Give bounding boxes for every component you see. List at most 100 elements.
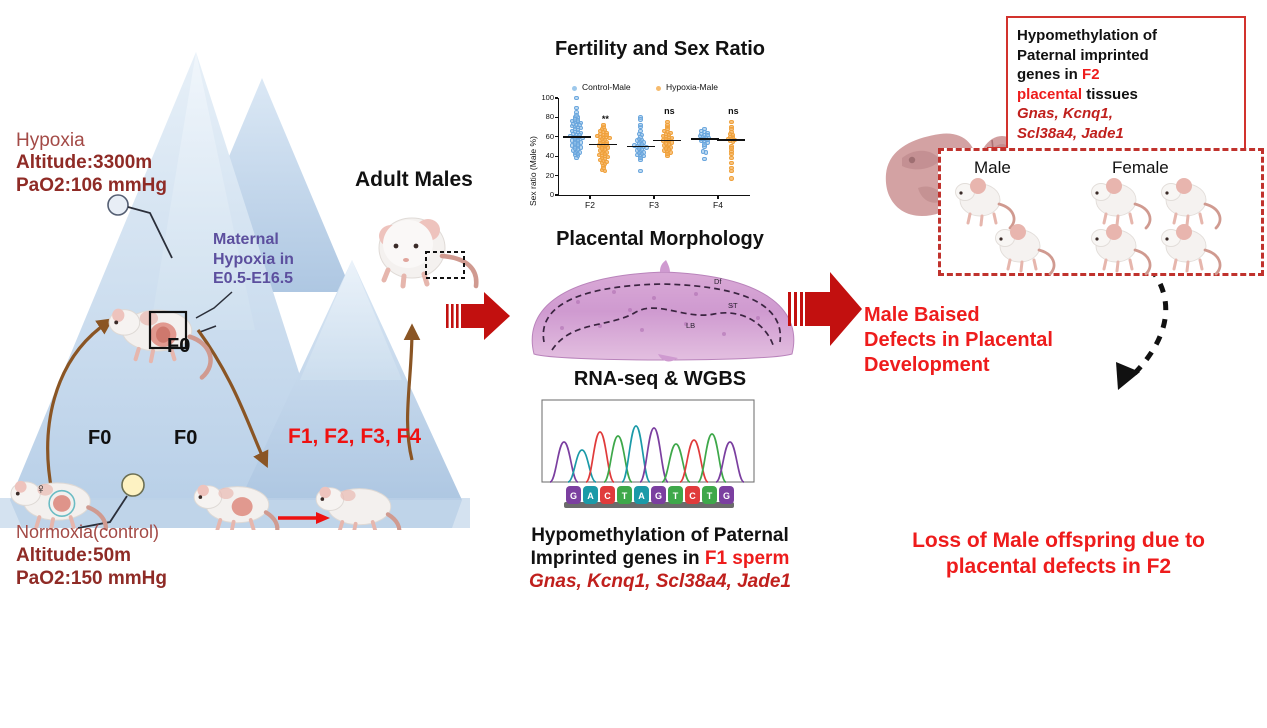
chart-x-tick [653,195,655,199]
chart-data-point [574,105,579,110]
sequence-base-tile [600,486,615,504]
conclusion-text: Loss of Male offspring due to placental … [912,529,1205,579]
chart-data-point [730,132,736,138]
chart-y-tick-label: 80 [545,112,554,122]
chart-y-tick-label: 60 [545,131,554,141]
small-red-arrow [278,512,330,524]
chart-data-point [574,95,579,101]
chart-data-point [638,117,643,122]
label-male: Male [974,158,1011,177]
maternal-hypoxia-note: Maternal Hypoxia in E0.5-E16.5 [213,231,294,288]
svg-text:♀: ♀ [35,482,46,498]
chart-data-point [607,135,612,140]
chart-data-point [665,126,670,132]
caption-genes: Gnas, Kcnq1, Scl38a4, Jade1 [529,571,791,593]
chart-x-tick-label: F4 [713,200,723,210]
caption-line1: Hypomethylation of Paternal [531,525,789,546]
chart-data-point [638,168,643,173]
offspring-mice-group [954,176,1222,276]
chart-data-point [574,113,579,118]
dashed-curved-arrow [1116,254,1169,390]
chart-mean-bar [589,143,618,146]
callout-line1: Hypomethylation of [1017,27,1158,44]
chart-y-axis [558,98,560,195]
chart-data-point [575,147,581,152]
chart-data-point [729,176,734,181]
chart-data-point [575,142,581,147]
chart-data-point [729,155,734,161]
sequence-base-tile [702,486,717,504]
chart-data-point [705,132,710,138]
sequence-base-tile [634,486,649,504]
chart-data-point [574,155,579,161]
callout-line4-black: tissues [1082,85,1138,103]
chart-data-point [729,126,734,132]
chart-data-point [638,122,643,128]
chart-y-tick [554,136,558,138]
sequence-base-letter: G [570,491,577,501]
chart-mean-bar [562,136,591,138]
chart-x-tick-label: F2 [585,200,595,210]
chart-data-point [729,146,734,151]
sequence-base-letter: C [689,491,696,501]
mouse-f0-pregnant-hypoxia [108,308,213,380]
text-male-biased-defects: Male Baised Defects in Placental Develop… [864,304,1053,377]
section-title-placental: Placental Morphology [556,228,764,250]
caption-line2-black: Imprinted genes in [530,548,705,570]
chart-mean-bar [717,138,746,141]
chart-y-tick-label: 40 [545,151,554,161]
chart-data-point [703,150,709,155]
label-adult-males: Adult Males [355,168,473,191]
caption-line2-red: F1 sperm [704,548,790,570]
chart-y-tick [554,155,558,157]
chart-data-point [575,137,581,142]
chart-y-tick [554,116,558,119]
mouse-f0-female-normoxia: ♀ [10,480,108,530]
callout-genes-line1: Gnas, Kcnq1, [1017,105,1113,122]
sequence-base-letter: A [638,491,645,501]
normoxia-altitude: Altitude:50m [16,545,132,566]
histology-label-df: Df [714,277,722,286]
chart-significance-label: ns [664,106,675,116]
callout-line3-black: genes in [1017,66,1083,83]
chart-data-point [601,122,606,128]
chart-data-point [729,152,734,157]
normoxia-pao2: PaO2:150 mmHg [16,568,168,589]
chart-data-point [666,142,672,147]
chart-data-point [639,137,645,142]
callout-line3-red: F2 [1082,66,1100,83]
chart-data-point [729,120,734,125]
chart-data-point [702,126,707,132]
chart-data-point [601,165,606,171]
chart-data-point [729,165,734,171]
chart-data-point [666,132,672,138]
label-f0-female: F0 [88,427,112,449]
callout-line2: Paternal imprinted [1017,46,1149,64]
section-title-rnaseq: RNA-seq & WGBS [573,368,747,390]
chart-significance-label: ** [601,114,609,124]
label-f0-mountain: F0 [167,335,191,357]
chart-data-point [602,137,608,142]
chart-significance-label: ns [728,106,739,116]
sequence-base-tile [566,486,581,504]
chart-data-point [729,160,734,166]
chart-legend-marker [572,86,577,91]
chart-data-point [602,152,608,157]
label-female: Female [1112,158,1169,177]
hypoxia-altitude: Altitude:3300m [16,152,153,173]
chart-y-tick-label: 20 [545,170,554,180]
sequence-base-tile [668,486,683,504]
chart-data-point [702,142,707,147]
chart-data-point [666,147,672,152]
hypoxia-marker-dot [107,194,129,216]
chart-data-point [602,161,608,167]
sequence-base-tile [617,486,632,504]
chart-y-tick [554,97,558,99]
sequence-base-letter: A [587,491,594,501]
chart-data-point [665,122,670,128]
mouse-f1-f4-offspring [315,486,402,530]
callout-line4-red: placental [1017,85,1083,103]
red-arrow-to-right [788,272,862,346]
chart-mean-bar [653,139,682,142]
